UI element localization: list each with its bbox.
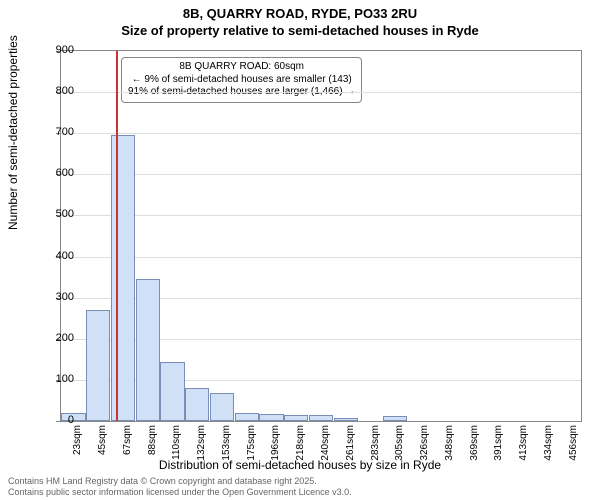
histogram-bar: [309, 415, 333, 421]
xtick-label: 456sqm: [568, 425, 579, 465]
histogram-bar: [383, 416, 407, 421]
histogram-bar: [235, 413, 259, 421]
xtick-label: 45sqm: [97, 425, 108, 465]
histogram-bar: [334, 418, 358, 421]
ytick-label: 200: [56, 332, 74, 344]
xtick-label: 88sqm: [147, 425, 158, 465]
ytick-mark: [56, 421, 61, 422]
xtick-label: 434sqm: [543, 425, 554, 465]
ytick-label: 600: [56, 167, 74, 179]
title-main: 8B, QUARRY ROAD, RYDE, PO33 2RU: [0, 0, 600, 21]
ytick-label: 500: [56, 208, 74, 220]
xtick-label: 67sqm: [122, 425, 133, 465]
ytick-label: 400: [56, 250, 74, 262]
xtick-label: 196sqm: [270, 425, 281, 465]
title-sub: Size of property relative to semi-detach…: [0, 21, 600, 38]
histogram-bar: [86, 310, 110, 421]
histogram-bar: [185, 388, 209, 421]
annotation-line2: ← 9% of semi-detached houses are smaller…: [128, 74, 355, 87]
grid-line: [61, 92, 581, 93]
footer-line2: Contains public sector information licen…: [8, 487, 352, 498]
ytick-label: 800: [56, 85, 74, 97]
histogram-bar: [160, 362, 184, 421]
xtick-label: 175sqm: [246, 425, 257, 465]
xtick-label: 413sqm: [518, 425, 529, 465]
histogram-bar: [259, 414, 283, 421]
grid-line: [61, 257, 581, 258]
footer-attribution: Contains HM Land Registry data © Crown c…: [8, 476, 352, 498]
xtick-label: 218sqm: [295, 425, 306, 465]
grid-line: [61, 174, 581, 175]
ytick-label: 900: [56, 44, 74, 56]
xtick-label: 391sqm: [493, 425, 504, 465]
xtick-label: 348sqm: [444, 425, 455, 465]
xtick-label: 240sqm: [320, 425, 331, 465]
xtick-label: 110sqm: [171, 425, 182, 465]
y-axis-label: Number of semi-detached properties: [6, 35, 20, 230]
xtick-label: 283sqm: [370, 425, 381, 465]
grid-line: [61, 133, 581, 134]
xtick-label: 305sqm: [394, 425, 405, 465]
xtick-label: 261sqm: [345, 425, 356, 465]
annotation-line1: 8B QUARRY ROAD: 60sqm: [128, 61, 355, 74]
ytick-label: 700: [56, 126, 74, 138]
ytick-label: 300: [56, 291, 74, 303]
grid-line: [61, 215, 581, 216]
xtick-label: 23sqm: [72, 425, 83, 465]
chart-plot-area: 8B QUARRY ROAD: 60sqm ← 9% of semi-detac…: [60, 50, 582, 422]
histogram-bar: [136, 279, 160, 421]
xtick-label: 326sqm: [419, 425, 430, 465]
ytick-label: 100: [56, 373, 74, 385]
histogram-bar: [284, 415, 308, 421]
footer-line1: Contains HM Land Registry data © Crown c…: [8, 476, 352, 487]
property-marker-line: [116, 51, 118, 421]
xtick-label: 132sqm: [196, 425, 207, 465]
xtick-label: 369sqm: [469, 425, 480, 465]
histogram-bar: [210, 393, 234, 421]
xtick-label: 153sqm: [221, 425, 232, 465]
annotation-box: 8B QUARRY ROAD: 60sqm ← 9% of semi-detac…: [121, 57, 362, 103]
histogram-bar: [111, 135, 135, 421]
